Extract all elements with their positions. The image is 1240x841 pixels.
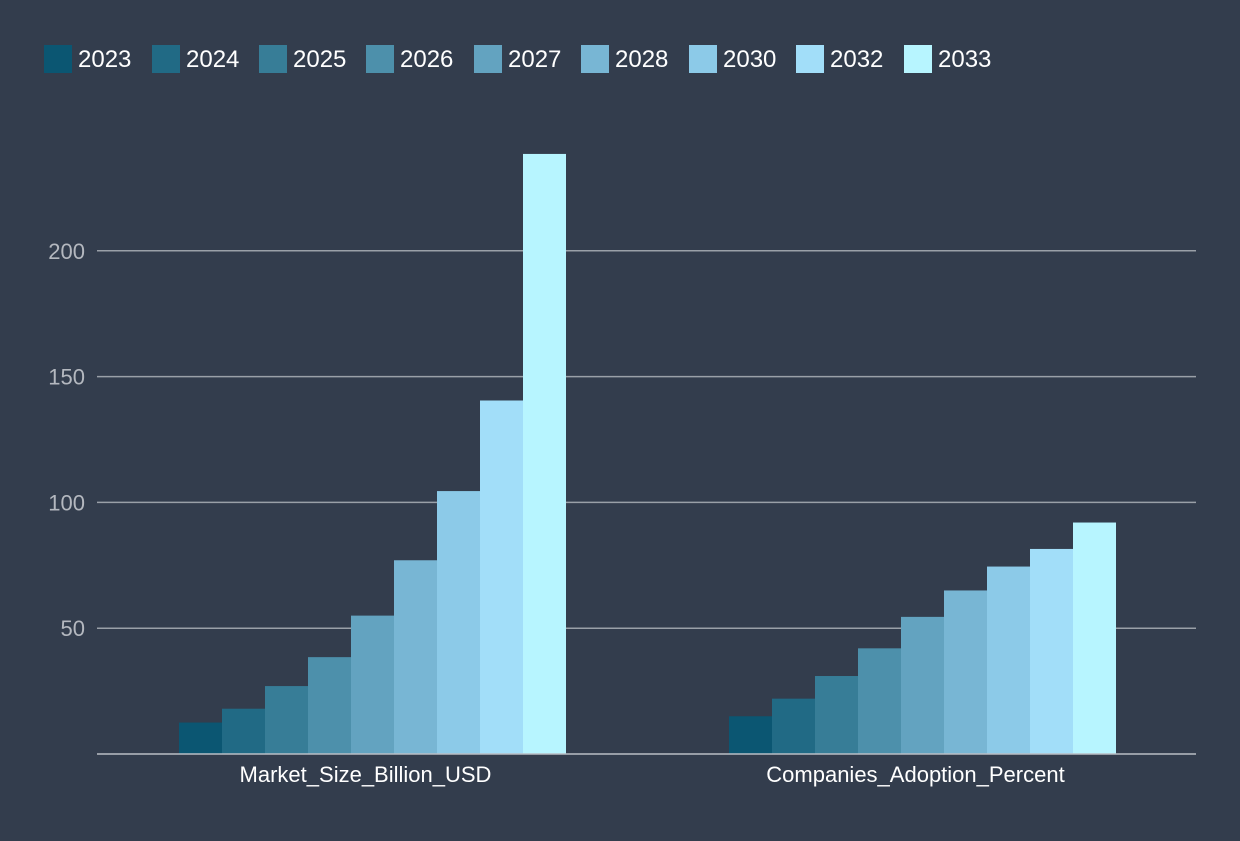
legend-item-2024[interactable]: 2024 [152, 45, 239, 73]
legend-label: 2028 [615, 46, 668, 73]
bar-2024[interactable] [222, 708, 265, 754]
legend-item-2032[interactable]: 2032 [796, 45, 883, 73]
y-tick-label: 50 [61, 616, 85, 641]
bar-2030[interactable] [437, 491, 480, 754]
legend-item-2030[interactable]: 2030 [689, 45, 776, 73]
legend-swatch [796, 45, 824, 73]
bar-group-0 [179, 153, 566, 754]
legend-label: 2032 [830, 46, 883, 73]
legend-swatch [366, 45, 394, 73]
legend-swatch [581, 45, 609, 73]
y-tick-label: 200 [48, 239, 85, 264]
legend-label: 2023 [78, 46, 131, 73]
bar-2033[interactable] [1073, 522, 1116, 754]
legend-item-2028[interactable]: 2028 [581, 45, 668, 73]
bar-2025[interactable] [265, 686, 308, 754]
legend-item-2026[interactable]: 2026 [366, 45, 453, 73]
legend-label: 2024 [186, 46, 239, 73]
legend-item-2023[interactable]: 2023 [44, 45, 131, 73]
bar-2030[interactable] [987, 566, 1030, 754]
legend-label: 2026 [400, 46, 453, 73]
y-tick-label: 100 [48, 490, 85, 515]
x-axis-category-labels: Market_Size_Billion_USD Companies_Adoptio… [240, 762, 1065, 787]
bar-2032[interactable] [1030, 548, 1073, 754]
bar-group-1 [729, 522, 1116, 754]
x-category-label: Market_Size_Billion_USD [240, 762, 492, 787]
y-tick-label: 150 [48, 365, 85, 390]
bar-2028[interactable] [394, 560, 437, 754]
legend-swatch [904, 45, 932, 73]
bar-2028[interactable] [944, 590, 987, 754]
legend-swatch [474, 45, 502, 73]
bar-2026[interactable] [858, 648, 901, 754]
x-category-label: Companies_Adoption_Percent [766, 762, 1064, 787]
bar-2032[interactable] [480, 400, 523, 754]
legend-item-2033[interactable]: 2033 [904, 45, 991, 73]
legend-item-2027[interactable]: 2027 [474, 45, 561, 73]
legend-label: 2025 [293, 46, 346, 73]
legend-swatch [152, 45, 180, 73]
bar-2033[interactable] [523, 153, 566, 754]
legend-label: 2027 [508, 46, 561, 73]
legend-swatch [44, 45, 72, 73]
legend-swatch [689, 45, 717, 73]
bar-2025[interactable] [815, 676, 858, 754]
legend-label: 2033 [938, 46, 991, 73]
bar-2024[interactable] [772, 698, 815, 754]
legend-label: 2030 [723, 46, 776, 73]
y-axis-ticks: 50 100 150 200 [48, 239, 85, 641]
bars [179, 153, 1116, 754]
legend: 2023 2024 2025 2026 2027 2028 2030 2032 2033 [44, 45, 991, 73]
legend-swatch [259, 45, 287, 73]
bar-2023[interactable] [729, 716, 772, 754]
bar-2027[interactable] [351, 615, 394, 754]
bar-2023[interactable] [179, 722, 222, 754]
bar-2026[interactable] [308, 657, 351, 754]
bar-2027[interactable] [901, 616, 944, 754]
legend-item-2025[interactable]: 2025 [259, 45, 346, 73]
